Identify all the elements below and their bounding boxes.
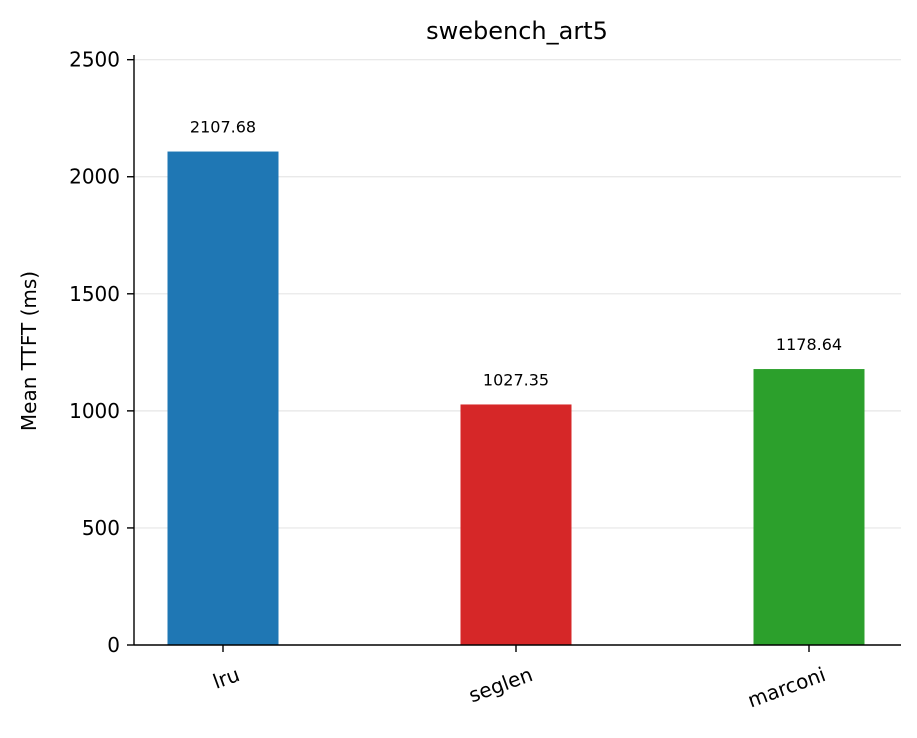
y-tick-label: 500 (82, 516, 120, 540)
bars (167, 151, 865, 646)
y-ticks: 0 500 1000 1500 2000 2500 (69, 48, 134, 657)
y-tick-label: 2000 (69, 165, 120, 189)
y-tick-label: 0 (107, 633, 120, 657)
axes (133, 55, 901, 646)
chart-title: swebench_art5 (426, 17, 608, 45)
data-label-seglen: 1027.35 (483, 370, 549, 389)
x-tick-label-seglen: seglen (466, 662, 536, 707)
y-tick-label: 2500 (69, 48, 120, 72)
bar-lru (167, 151, 279, 646)
y-tick-label: 1500 (69, 282, 120, 306)
bar-marconi (753, 369, 865, 645)
x-tick-label-lru: lru (210, 662, 243, 694)
y-axis-label: Mean TTFT (ms) (17, 271, 41, 431)
y-tick-label: 1000 (69, 399, 120, 423)
data-label-lru: 2107.68 (190, 118, 256, 137)
x-tick-label-marconi: marconi (744, 662, 828, 712)
data-labels: 2107.68 1027.35 1178.64 (190, 118, 842, 390)
data-label-marconi: 1178.64 (776, 335, 842, 354)
bar-seglen (460, 404, 572, 645)
x-ticks: lru seglen marconi (210, 645, 829, 712)
